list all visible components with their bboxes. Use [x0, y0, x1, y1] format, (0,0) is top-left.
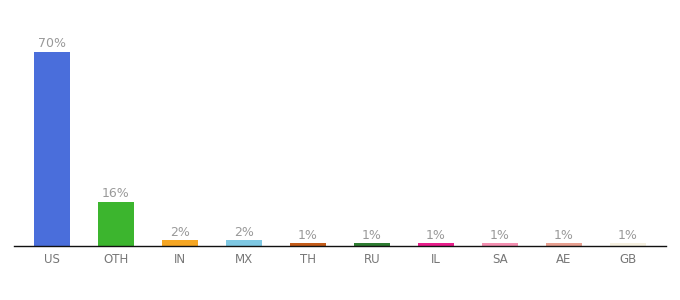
Text: 70%: 70%: [38, 38, 66, 50]
Text: 1%: 1%: [298, 229, 318, 242]
Text: 1%: 1%: [554, 229, 574, 242]
Text: 1%: 1%: [618, 229, 638, 242]
Bar: [482, 243, 517, 246]
Bar: [354, 243, 390, 246]
Text: 2%: 2%: [170, 226, 190, 239]
Text: 16%: 16%: [102, 187, 130, 200]
Bar: [547, 243, 581, 246]
Bar: [35, 52, 69, 246]
Bar: [163, 241, 198, 246]
Bar: [611, 243, 645, 246]
Bar: [226, 241, 262, 246]
Bar: [290, 243, 326, 246]
Text: 2%: 2%: [234, 226, 254, 239]
Text: 1%: 1%: [426, 229, 446, 242]
Text: 1%: 1%: [362, 229, 382, 242]
Text: 1%: 1%: [490, 229, 510, 242]
Bar: [99, 202, 133, 246]
Bar: [418, 243, 454, 246]
